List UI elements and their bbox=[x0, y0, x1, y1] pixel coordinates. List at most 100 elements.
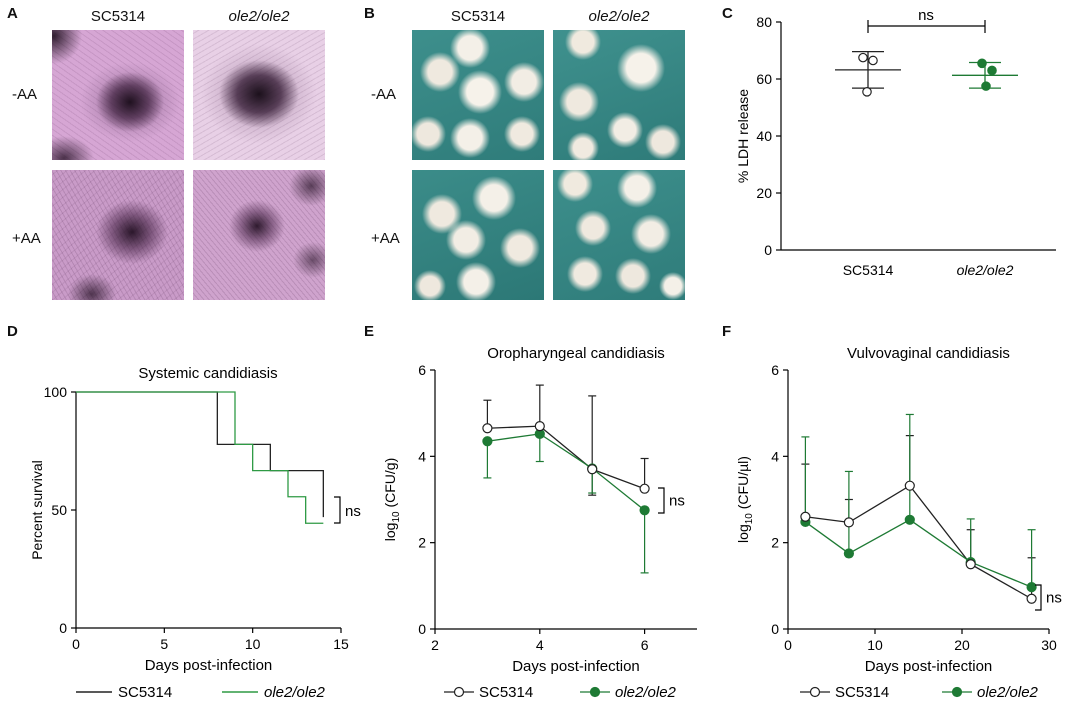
y-tick-label: 100 bbox=[44, 384, 68, 400]
panel-letter-d: D bbox=[7, 323, 18, 340]
x-tick-label: SC5314 bbox=[843, 262, 894, 278]
x-tick-label: 0 bbox=[72, 636, 80, 652]
legend-label-ole2: ole2/ole2 bbox=[977, 684, 1039, 701]
data-point bbox=[1026, 582, 1037, 593]
hyphae-image-ole2-plus-aa bbox=[193, 170, 325, 300]
data-point bbox=[1026, 593, 1037, 604]
y-tick-label: 20 bbox=[756, 185, 772, 201]
y-tick-label: 0 bbox=[764, 242, 772, 258]
significance-label: ns bbox=[669, 493, 685, 510]
panel-letter-c: C bbox=[722, 5, 733, 22]
data-point bbox=[800, 511, 811, 522]
survival-curve-sc5314 bbox=[76, 391, 324, 518]
significance-bracket bbox=[334, 496, 341, 524]
x-tick-label: 2 bbox=[431, 637, 439, 653]
legend-label-sc5314: SC5314 bbox=[118, 684, 172, 701]
x-tick-label: ole2/ole2 bbox=[957, 262, 1014, 278]
series-line-ole2 bbox=[487, 433, 646, 511]
data-point bbox=[862, 87, 872, 97]
y-tick-label: 0 bbox=[418, 621, 426, 637]
chart-f-vulvovaginal: Vulvovaginal candidiasis 0 2 4 6 0 10 20 30 log10… bbox=[735, 345, 1062, 701]
x-tick-label: 5 bbox=[160, 636, 168, 652]
chart-d-systemic-survival: Systemic candidiasis 0 50 100 0 5 10 15 Percent … bbox=[29, 365, 361, 701]
data-point bbox=[868, 55, 878, 66]
data-point bbox=[987, 65, 997, 76]
colony-image-sc5314-minus-aa bbox=[412, 30, 544, 160]
y-tick-label: 6 bbox=[418, 362, 426, 378]
x-tick-label: 6 bbox=[641, 637, 649, 653]
x-axis-label: Days post-infection bbox=[512, 658, 640, 675]
data-point bbox=[858, 52, 868, 63]
data-point bbox=[965, 559, 976, 570]
panel-a-row-minus-aa: -AA bbox=[12, 86, 38, 103]
series-line-sc5314 bbox=[487, 425, 645, 490]
y-tick-label: 2 bbox=[771, 535, 779, 551]
data-point bbox=[639, 483, 650, 494]
series-line-ole2 bbox=[805, 519, 1032, 588]
y-tick-label: 40 bbox=[756, 128, 772, 144]
data-point bbox=[904, 480, 915, 491]
legend-label-sc5314: SC5314 bbox=[835, 684, 889, 701]
data-point bbox=[904, 514, 915, 525]
panel-b-row-minus-aa: -AA bbox=[371, 86, 397, 103]
legend-marker-ole2 bbox=[951, 686, 963, 698]
chart-c-ldh-release: 0 20 40 60 80 % LDH release SC5314 ole2/ole2 ns bbox=[735, 7, 1056, 278]
legend-marker-sc5314 bbox=[453, 686, 465, 698]
y-tick-label: 4 bbox=[771, 448, 779, 464]
legend-marker-ole2 bbox=[589, 686, 601, 698]
data-point bbox=[639, 505, 650, 516]
panel-letter-b: B bbox=[364, 5, 375, 22]
chart-title: Oropharyngeal candidiasis bbox=[487, 345, 665, 362]
y-axis-label: Percent survival bbox=[29, 460, 45, 560]
hyphae-image-ole2-minus-aa bbox=[193, 30, 325, 160]
colony-image-sc5314-plus-aa bbox=[412, 170, 544, 300]
data-point bbox=[843, 517, 855, 528]
data-point bbox=[482, 436, 493, 447]
y-tick-label: 50 bbox=[51, 502, 67, 518]
x-tick-label: 20 bbox=[954, 637, 970, 653]
chart-title: Vulvovaginal candidiasis bbox=[847, 345, 1010, 362]
hyphae-image-sc5314-minus-aa bbox=[52, 30, 184, 160]
panel-a-col-ole2: ole2/ole2 bbox=[228, 8, 290, 25]
data-point bbox=[981, 81, 991, 91]
data-point bbox=[482, 423, 493, 434]
legend-marker-sc5314 bbox=[809, 686, 821, 698]
chart-title: Systemic candidiasis bbox=[138, 365, 277, 382]
colony-image-ole2-minus-aa bbox=[553, 30, 685, 160]
y-tick-label: 0 bbox=[771, 621, 779, 637]
y-tick-label: 6 bbox=[771, 362, 779, 378]
x-axis-label: Days post-infection bbox=[865, 658, 993, 675]
x-tick-label: 10 bbox=[867, 637, 883, 653]
significance-label: ns bbox=[1046, 590, 1062, 607]
panel-b-row-plus-aa: +AA bbox=[371, 230, 400, 247]
y-tick-label: 60 bbox=[756, 71, 772, 87]
legend-label-sc5314: SC5314 bbox=[479, 684, 533, 701]
x-tick-label: 15 bbox=[333, 636, 349, 652]
data-point bbox=[843, 548, 855, 559]
panel-b-col-sc5314: SC5314 bbox=[450, 8, 506, 25]
x-axis-label: Days post-infection bbox=[145, 657, 273, 674]
hyphae-image-sc5314-plus-aa bbox=[52, 170, 184, 300]
x-tick-label: 4 bbox=[536, 637, 544, 653]
data-point bbox=[977, 58, 987, 69]
y-tick-label: 0 bbox=[59, 620, 67, 636]
y-axis-label: % LDH release bbox=[735, 89, 751, 183]
x-tick-label: 30 bbox=[1041, 637, 1057, 653]
data-point bbox=[534, 421, 545, 432]
significance-label: ns bbox=[345, 503, 361, 520]
significance-bracket bbox=[1035, 584, 1042, 611]
y-tick-label: 4 bbox=[418, 448, 426, 464]
panel-letter-e: E bbox=[364, 323, 375, 340]
y-tick-label: 2 bbox=[418, 535, 426, 551]
y-tick-label: 80 bbox=[756, 14, 772, 30]
survival-curve-ole2 bbox=[76, 391, 324, 524]
legend-label-ole2: ole2/ole2 bbox=[264, 684, 326, 701]
data-point bbox=[587, 464, 598, 475]
panel-letter-f: F bbox=[722, 323, 732, 340]
panel-a-col-sc5314: SC5314 bbox=[90, 8, 146, 25]
panel-letter-a: A bbox=[7, 5, 18, 22]
legend-label-ole2: ole2/ole2 bbox=[615, 684, 677, 701]
panel-a-row-plus-aa: +AA bbox=[12, 230, 41, 247]
y-axis-label: log10 (CFU/g) bbox=[382, 458, 402, 541]
